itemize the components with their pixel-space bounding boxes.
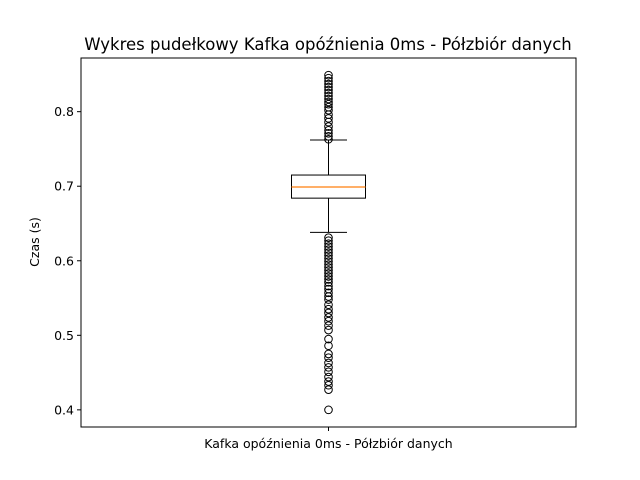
outlier-point	[324, 321, 333, 330]
outlier-point	[324, 405, 333, 415]
outlier-point	[324, 275, 333, 284]
outlier-point	[324, 353, 333, 362]
outlier-point	[324, 134, 333, 144]
outlier-point	[324, 97, 333, 107]
outlier-point	[324, 242, 333, 251]
outlier-point	[324, 367, 333, 377]
outlier-point	[324, 266, 333, 275]
outlier-point	[324, 316, 333, 326]
outlier-point	[324, 88, 333, 98]
outlier-point	[324, 114, 333, 123]
outlier-point	[324, 131, 333, 141]
chart-title: Wykres pudełkowy Kafka opóźnienia 0ms - …	[84, 35, 572, 54]
outlier-point	[324, 304, 333, 314]
outlier-point	[324, 295, 333, 304]
outlier-point	[324, 284, 333, 294]
outlier-point	[324, 278, 333, 287]
outlier-point	[324, 288, 333, 298]
outlier-point	[324, 269, 333, 278]
outlier-point	[324, 308, 333, 318]
outlier-point	[324, 233, 333, 242]
outlier-point	[324, 85, 333, 95]
outlier-point	[324, 82, 333, 92]
outlier-point	[324, 372, 333, 382]
outlier-point	[324, 122, 333, 131]
y-axis-label: Czas (s)	[27, 217, 42, 267]
outlier-point	[324, 363, 333, 372]
outlier-point	[324, 94, 333, 104]
outlier-point	[324, 73, 333, 83]
outlier-point	[324, 341, 333, 351]
outlier-point	[324, 380, 333, 390]
outlier-point	[324, 260, 333, 269]
y-axis: 0.4 0.5 0.6 0.7 0.8	[54, 104, 81, 417]
outlier-point	[324, 257, 333, 266]
outlier-point	[324, 79, 333, 89]
outlier-point	[324, 300, 333, 310]
outlier-point	[324, 91, 333, 101]
outlier-point	[324, 334, 333, 344]
y-tick-label: 0.5	[54, 328, 74, 343]
outlier-point	[324, 76, 333, 86]
outlier-point	[324, 254, 333, 263]
outlier-point	[324, 377, 333, 386]
outlier-point	[324, 358, 333, 368]
outlier-point	[324, 126, 333, 135]
outlier-point	[324, 385, 333, 395]
y-tick-label: 0.7	[54, 179, 74, 194]
outlier-point	[324, 70, 333, 80]
outlier-point	[324, 263, 333, 272]
outlier-point	[324, 245, 333, 254]
outlier-point	[324, 251, 333, 260]
outlier-point	[324, 349, 333, 359]
outlier-point	[324, 105, 333, 115]
box-plot	[291, 70, 366, 415]
outlier-point	[324, 102, 333, 112]
outlier-point	[324, 248, 333, 257]
outlier-point	[324, 239, 333, 248]
outlier-point	[324, 99, 333, 109]
outlier-point	[324, 281, 333, 291]
outlier-point	[324, 236, 333, 245]
x-axis: Kafka opóźnienia 0ms - Półzbiór danych	[204, 427, 453, 451]
outlier-point	[324, 313, 333, 322]
outlier-point	[324, 128, 333, 138]
y-tick-label: 0.4	[54, 402, 74, 417]
x-tick-label: Kafka opóźnienia 0ms - Półzbiór danych	[204, 436, 452, 451]
outlier-point	[324, 272, 333, 281]
y-tick-label: 0.6	[54, 253, 74, 268]
y-tick-label: 0.8	[54, 104, 74, 119]
outlier-point	[324, 325, 333, 335]
